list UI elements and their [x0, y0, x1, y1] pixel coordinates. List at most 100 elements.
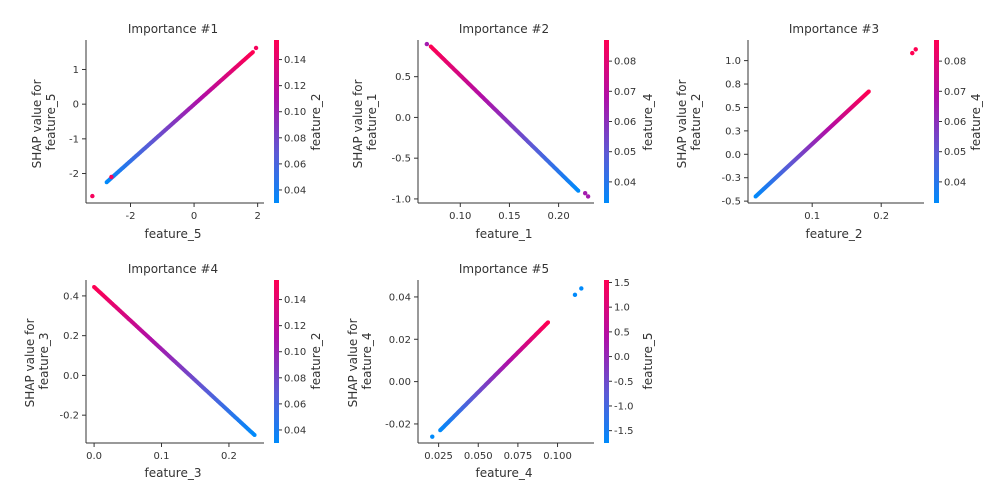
y-tick-label: -1.0 [391, 194, 411, 205]
colorbar-tick-label: 0.04 [944, 177, 966, 188]
data-points [92, 284, 257, 438]
y-tick-label: -1 [69, 134, 79, 145]
x-tick-label: 0.050 [464, 451, 493, 462]
colorbar-label: feature_4 [969, 94, 983, 151]
colorbar-tick-label: 0.0 [614, 352, 630, 363]
x-axis-label: feature_1 [476, 227, 533, 241]
data-points [430, 286, 584, 439]
colorbar-tick-label: 0.06 [284, 399, 306, 410]
y-tick-label: 0.0 [725, 150, 741, 161]
y-axis-label-line-1: SHAP value for [23, 318, 37, 407]
y-tick-label: 0.4 [63, 291, 79, 302]
shap-panel-importance-1: Importance #1 feature_5 SHAP value for f… [30, 22, 323, 241]
y-tick-label: 0.0 [395, 113, 411, 124]
x-tick-label: 0.2 [221, 451, 237, 462]
shap-panel-importance-3: Importance #3 feature_2 SHAP value for f… [675, 22, 983, 241]
data-point [579, 286, 584, 291]
x-tick-label: 0.1 [154, 451, 170, 462]
colorbar [604, 40, 609, 203]
colorbar-label: feature_2 [309, 94, 323, 151]
y-tick-label: -0.5 [721, 197, 741, 208]
colorbar-label: feature_5 [641, 333, 655, 390]
data-point [250, 50, 255, 55]
y-tick-label: -0.5 [391, 154, 411, 165]
colorbar [274, 280, 279, 443]
colorbar-tick-label: 0.14 [284, 295, 306, 306]
panel-title: Importance #4 [128, 262, 218, 276]
y-axis-label-line-1: SHAP value for [30, 79, 44, 168]
y-tick-label: 0 [73, 100, 79, 111]
y-tick-label: 0.04 [389, 292, 411, 303]
y-axis-label-line-2: feature_3 [37, 333, 51, 390]
y-axis-label: SHAP value for feature_3 [23, 315, 51, 408]
x-tick-label: -2 [126, 211, 136, 222]
colorbar-tick-label: 0.08 [284, 133, 306, 144]
x-tick-label: 0.100 [543, 451, 572, 462]
x-tick-label: 0.075 [504, 451, 533, 462]
colorbar-tick-label: -0.5 [614, 377, 634, 388]
colorbar-label: feature_4 [641, 94, 655, 151]
colorbar-label: feature_2 [309, 333, 323, 390]
data-point [582, 191, 588, 196]
data-points [90, 45, 259, 199]
panel-title: Importance #2 [459, 22, 549, 36]
x-tick-label: 0.1 [804, 211, 820, 222]
y-axis-label-line-2: feature_2 [689, 94, 703, 151]
y-axis-label: SHAP value for feature_4 [346, 315, 374, 408]
y-tick-label: 0.5 [725, 103, 741, 114]
colorbar-tick-label: 0.08 [944, 57, 966, 68]
x-tick-label: 0.2 [873, 211, 889, 222]
colorbar-tick-label: 0.06 [944, 117, 966, 128]
axis-ticks: -2 0 2 -2 -1 0 1 0.04 0.06 0.08 0.10 0.12 0.14 [69, 40, 306, 222]
colorbar-tick-label: 0.5 [614, 327, 630, 338]
y-axis-label-line-2: feature_1 [365, 94, 379, 151]
y-tick-label: -2 [69, 169, 79, 180]
data-point [430, 434, 435, 439]
panel-title: Importance #1 [128, 22, 218, 36]
y-tick-label: 0.2 [63, 331, 79, 342]
axis-ticks: 0.1 0.2 -0.5 -0.3 0.0 0.3 0.5 0.8 1.0 0.04 0.05 0.0… [721, 40, 966, 222]
axis-ticks: 0.025 0.050 0.075 0.100 -0.02 0.00 0.02 0.04 -1.… [385, 278, 633, 462]
data-point [109, 174, 114, 180]
data-point [576, 188, 581, 193]
x-tick-label: 2 [254, 211, 260, 222]
colorbar-tick-label: 1.5 [614, 278, 630, 289]
y-axis-label: SHAP value for feature_1 [351, 76, 379, 169]
x-tick-label: 0.15 [498, 211, 520, 222]
x-tick-label: 0 [191, 211, 197, 222]
shap-panel-importance-4: Importance #4 feature_3 SHAP value for f… [23, 262, 323, 480]
data-point [253, 45, 259, 51]
x-tick-label: 0.10 [449, 211, 471, 222]
y-tick-label: 0.02 [389, 335, 411, 346]
colorbar [604, 280, 609, 443]
y-axis-label-line-1: SHAP value for [346, 318, 360, 407]
x-tick-label: 0.025 [424, 451, 453, 462]
data-point [910, 50, 915, 56]
y-axis-label: SHAP value for feature_2 [675, 76, 703, 169]
data-point [546, 320, 551, 325]
data-point [252, 433, 257, 438]
y-tick-label: 0.8 [725, 80, 741, 91]
y-axis-label-line-2: feature_4 [360, 333, 374, 390]
colorbar-tick-label: 0.06 [614, 117, 636, 128]
panel-title: Importance #5 [459, 262, 549, 276]
colorbar-tick-label: 0.07 [944, 87, 966, 98]
x-tick-label: 0.0 [86, 451, 102, 462]
data-point [913, 47, 918, 52]
x-axis-label: feature_3 [145, 466, 202, 480]
y-tick-label: -0.02 [385, 419, 411, 430]
y-tick-label: 0.3 [725, 126, 741, 137]
colorbar [274, 40, 279, 203]
colorbar-tick-label: -1.5 [614, 426, 634, 437]
colorbar-tick-label: 0.08 [284, 373, 306, 384]
colorbar-tick-label: 0.04 [284, 425, 306, 436]
data-point [572, 292, 578, 298]
data-point [585, 194, 591, 199]
colorbar-tick-label: 0.06 [284, 159, 306, 170]
y-axis-label-line-1: SHAP value for [675, 79, 689, 168]
data-point [424, 41, 430, 47]
data-point [866, 89, 871, 94]
x-axis-label: feature_2 [806, 227, 863, 241]
y-axis-label: SHAP value for feature_5 [30, 76, 58, 169]
